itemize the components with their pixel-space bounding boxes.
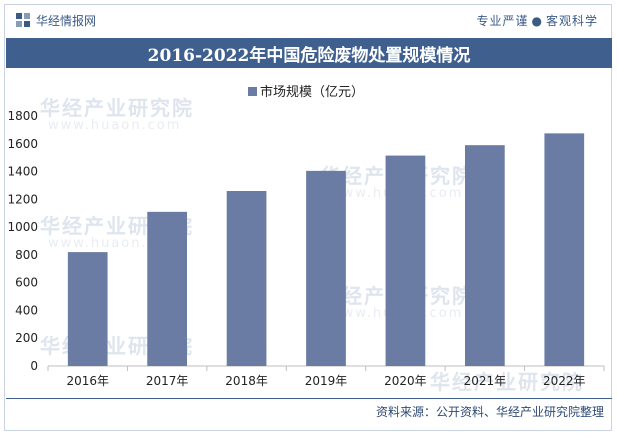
y-tick-label: 400 (15, 303, 38, 317)
title-bar: 2016-2022年中国危险废物处置规模情况 (6, 38, 612, 68)
x-tick-label: 2021年 (464, 374, 507, 388)
bar (226, 191, 267, 366)
x-tick-label: 2018年 (225, 374, 268, 388)
x-tick-label: 2020年 (384, 374, 427, 388)
x-tick-label: 2019年 (305, 374, 348, 388)
bar (544, 133, 585, 366)
x-tick-label: 2022年 (543, 374, 586, 388)
legend-label: 市场规模（亿元） (260, 84, 364, 100)
bar (147, 211, 187, 366)
y-tick-label: 800 (15, 248, 38, 262)
bar (385, 155, 426, 366)
slogan-dot-icon: ● (531, 13, 543, 28)
bar (306, 170, 346, 366)
y-tick-label: 1600 (7, 137, 38, 151)
chart-title: 2016-2022年中国危险废物处置规模情况 (147, 45, 471, 66)
bar (465, 145, 505, 366)
slogan: 专业严谨 ● 客观科学 (476, 12, 612, 29)
y-tick-label: 1000 (7, 220, 38, 234)
y-tick-label: 0 (30, 359, 38, 373)
footer-divider (6, 398, 612, 399)
legend-swatch (248, 87, 257, 96)
slogan-right: 客观科学 (545, 13, 598, 28)
top-bar: 华经情报网 专业严谨 ● 客观科学 (6, 8, 612, 32)
x-tick-label: 2017年 (146, 374, 189, 388)
y-tick-label: 600 (15, 276, 38, 290)
slogan-left: 专业严谨 (476, 13, 529, 28)
y-tick-label: 1200 (7, 192, 38, 206)
brand: 华经情报网 (6, 12, 96, 29)
bar (67, 252, 108, 366)
y-tick-label: 1400 (7, 165, 38, 179)
x-tick-label: 2016年 (66, 374, 109, 388)
y-tick-label: 200 (15, 331, 38, 345)
brand-name: 华经情报网 (36, 13, 97, 28)
source-note: 资料来源：公开资料、华经产业研究院整理 (375, 405, 604, 419)
y-tick-label: 1800 (7, 109, 38, 123)
brand-logo-icon (16, 13, 30, 27)
